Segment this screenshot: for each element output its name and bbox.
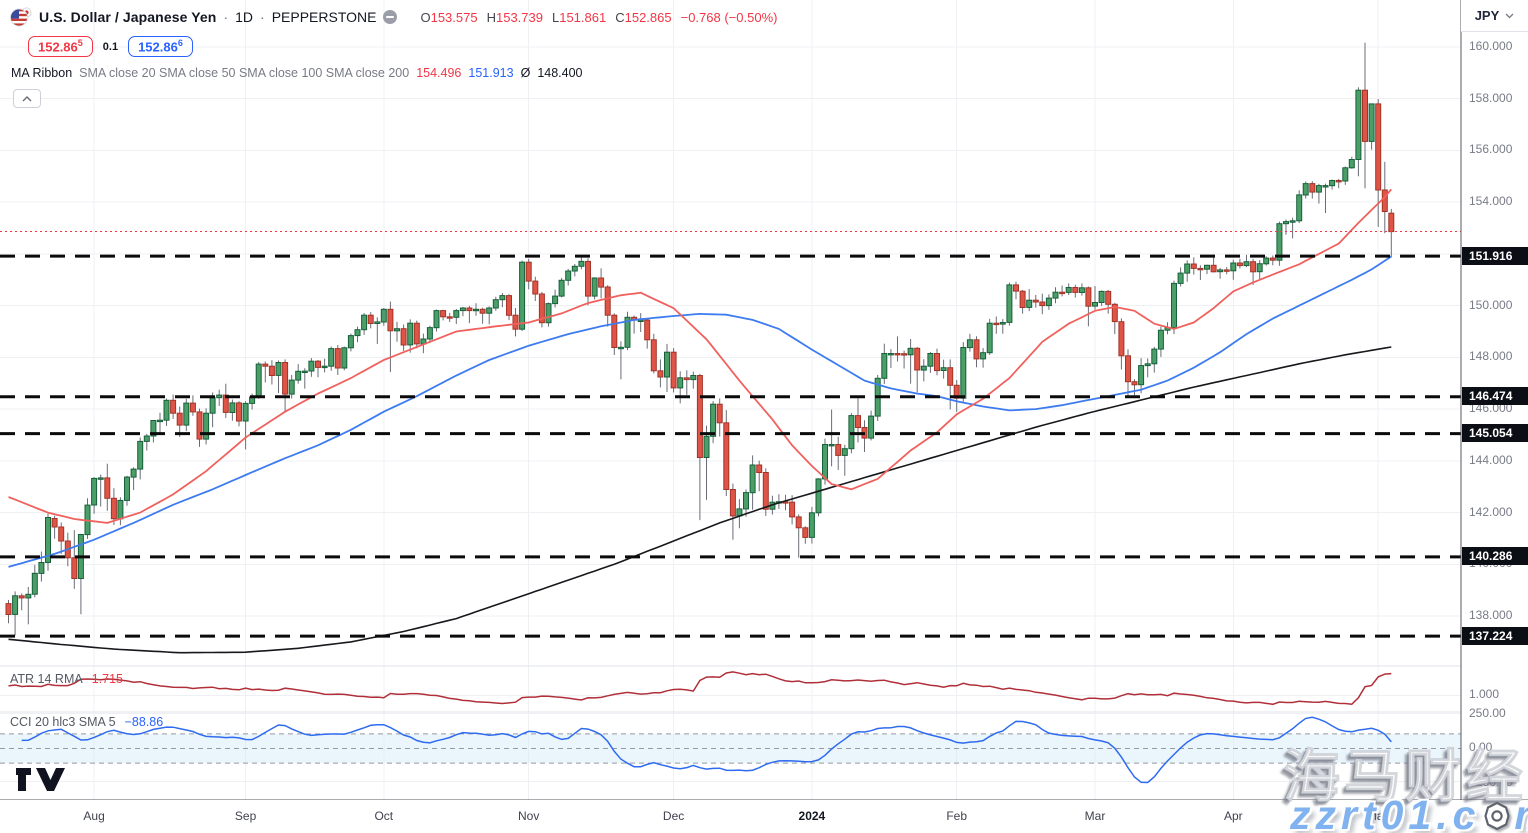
cci-axis-label: 0.00 bbox=[1469, 740, 1493, 754]
cci-axis-label: 250.00 bbox=[1469, 706, 1506, 720]
cci-pane-legend[interactable]: CCI 20 hlc3 SMA 5 −88.86 bbox=[10, 715, 163, 729]
atr-label: ATR 14 RMA bbox=[10, 672, 83, 686]
trade-panel: 152.865 0.1 152.866 bbox=[28, 36, 193, 58]
price-axis-label: 154.000 bbox=[1469, 194, 1513, 209]
time-axis[interactable]: Aug Sep Oct Nov Dec 2024 Feb Mar Apr May bbox=[0, 800, 1528, 833]
separator: · bbox=[223, 9, 229, 25]
cci-label: CCI 20 hlc3 SMA 5 bbox=[10, 715, 116, 729]
price-level-label: 137.224 bbox=[1462, 626, 1528, 645]
price-axis-label: 142.000 bbox=[1469, 504, 1513, 519]
time-axis-label[interactable]: Oct bbox=[374, 809, 394, 823]
buy-button[interactable]: 152.866 bbox=[128, 36, 193, 58]
time-axis-label[interactable]: Feb bbox=[946, 809, 968, 823]
price-axis-label: 144.000 bbox=[1469, 452, 1513, 467]
watermark-site-name: 海马财经 bbox=[1283, 745, 1527, 810]
open-label: O bbox=[420, 9, 431, 25]
currency-unit-dropdown[interactable]: JPY bbox=[1461, 0, 1528, 32]
ma-ribbon-legend[interactable]: MA Ribbon SMA close 20 SMA close 50 SMA … bbox=[11, 66, 583, 80]
gear-icon bbox=[1484, 801, 1511, 830]
sma20-value: 154.496 bbox=[416, 66, 462, 80]
price-axis-label: 158.000 bbox=[1469, 90, 1513, 105]
time-axis-label[interactable]: Sep bbox=[234, 809, 257, 823]
price-axis-label: 138.000 bbox=[1469, 608, 1513, 622]
separator: · bbox=[260, 9, 265, 25]
atr-value: 1.715 bbox=[91, 672, 123, 686]
atr-axis-label: 1.000 bbox=[1469, 687, 1500, 701]
average-symbol: Ø bbox=[520, 66, 531, 80]
chevron-down-icon bbox=[1505, 13, 1514, 18]
tradingview-logo-icon[interactable] bbox=[14, 765, 88, 791]
time-axis-label[interactable]: Apr bbox=[1223, 809, 1243, 823]
time-axis-label[interactable]: Dec bbox=[662, 809, 685, 823]
close-label: C bbox=[615, 9, 625, 25]
time-axis-label[interactable]: Aug bbox=[83, 809, 105, 823]
time-axis-label[interactable]: Nov bbox=[518, 809, 540, 823]
time-axis-label[interactable]: May bbox=[1366, 809, 1390, 823]
price-axis-label: 148.000 bbox=[1469, 349, 1513, 364]
low-value: 151.861 bbox=[559, 9, 607, 25]
price-axis-label: 150.000 bbox=[1469, 297, 1513, 312]
cci-axis-label: −250.00 bbox=[1469, 775, 1513, 789]
price-level-label: 146.474 bbox=[1462, 387, 1528, 406]
price-level-label: 145.054 bbox=[1462, 424, 1528, 443]
timeframe[interactable]: 1D bbox=[235, 9, 254, 25]
price-level-label: 140.286 bbox=[1462, 547, 1528, 566]
market-status-icon[interactable] bbox=[383, 10, 398, 24]
time-axis-label[interactable]: Mar bbox=[1084, 809, 1106, 823]
currency-unit-label: JPY bbox=[1474, 8, 1500, 23]
sma50-value: 151.913 bbox=[468, 66, 514, 80]
price-axis-label: 156.000 bbox=[1469, 142, 1513, 157]
exchange-name[interactable]: PEPPERSTONE bbox=[271, 9, 377, 25]
sell-button[interactable]: 152.865 bbox=[28, 36, 93, 58]
open-value: 153.575 bbox=[430, 9, 478, 25]
price-level-label: 151.916 bbox=[1462, 246, 1528, 265]
symbol-header: U.S. Dollar / Japanese Yen · 1D · PEPPER… bbox=[10, 7, 777, 27]
indicator-name: MA Ribbon bbox=[11, 66, 73, 80]
cci-value: −88.86 bbox=[124, 715, 164, 729]
high-value: 153.739 bbox=[495, 9, 543, 25]
time-axis-label[interactable]: 2024 bbox=[798, 809, 826, 823]
spread-value: 0.1 bbox=[102, 40, 119, 53]
low-label: L bbox=[551, 9, 560, 25]
indicator-params: SMA close 20 SMA close 50 SMA close 100 … bbox=[79, 66, 410, 80]
price-axis[interactable]: 160.000 158.000 156.000 154.000 150.000 148.0… bbox=[1461, 0, 1528, 833]
chevron-up-icon bbox=[22, 95, 32, 101]
sma200-value: 148.400 bbox=[537, 66, 583, 80]
watermark-site-url: zzrt01.c m bbox=[1290, 792, 1528, 833]
change-value: −0.768 (−0.50%) bbox=[680, 9, 778, 25]
high-label: H bbox=[486, 9, 496, 25]
close-value: 152.865 bbox=[624, 9, 672, 25]
price-axis-label: 160.000 bbox=[1469, 39, 1513, 53]
collapse-legend-button[interactable] bbox=[13, 89, 41, 108]
ohlc-readout: O153.575 H153.739 L151.861 C152.865 −0.7… bbox=[420, 10, 777, 25]
usdjpy-flag-icon bbox=[10, 7, 32, 27]
symbol-name[interactable]: U.S. Dollar / Japanese Yen bbox=[39, 9, 217, 25]
atr-pane-legend[interactable]: ATR 14 RMA 1.715 bbox=[10, 672, 123, 686]
